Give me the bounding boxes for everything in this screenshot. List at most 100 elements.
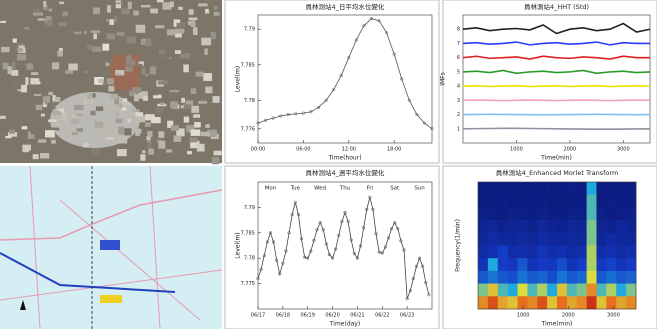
heat-cell [626, 246, 636, 259]
heat-cell [518, 271, 528, 284]
building [170, 101, 178, 108]
heat-cell [606, 296, 616, 309]
building [106, 137, 114, 140]
building [114, 16, 117, 23]
heat-cell [508, 233, 518, 246]
heat-cell [537, 296, 547, 309]
heat-cell [606, 271, 616, 284]
building [74, 32, 81, 35]
heat-cell [587, 246, 597, 259]
heat-cell [498, 284, 508, 297]
heat-cell [616, 258, 626, 271]
building [116, 0, 121, 8]
legend-label: Tue [290, 186, 301, 192]
heat-cell [597, 195, 607, 208]
building [205, 11, 209, 13]
heat-cell [488, 258, 498, 271]
heat-cell [518, 296, 528, 309]
heat-cell [606, 195, 616, 208]
building [159, 50, 166, 55]
dashboard: 員林測站4_日平均水位變化Time(hour)Level(m)00:0006:0… [0, 0, 657, 329]
heat-cell [478, 233, 488, 246]
building [33, 8, 39, 12]
x-tick-label: 3000 [617, 147, 630, 153]
x-tick-label: 06/20 [325, 313, 339, 319]
heat-cell [606, 246, 616, 259]
heat-cell [567, 220, 577, 233]
heat-cell [567, 195, 577, 208]
heat-cell [616, 220, 626, 233]
heat-cell [597, 220, 607, 233]
building [11, 70, 18, 76]
x-tick-label: 06/17 [251, 313, 265, 319]
heat-cell [488, 284, 498, 297]
heat-cell [527, 258, 537, 271]
building [128, 2, 132, 9]
x-tick-label: 06/19 [301, 313, 315, 319]
building [152, 117, 161, 123]
heat-cell [626, 195, 636, 208]
building [118, 127, 124, 135]
building [141, 5, 151, 8]
building [57, 51, 63, 56]
heat-cell [577, 195, 587, 208]
heat-cell [557, 233, 567, 246]
heat-cell [557, 207, 567, 220]
imf-line [463, 86, 650, 87]
building [191, 88, 196, 94]
building [184, 117, 189, 123]
heat-cell [508, 296, 518, 309]
building [214, 12, 220, 16]
building [135, 128, 140, 135]
heat-cell [518, 233, 528, 246]
heat-cell [527, 246, 537, 259]
building [143, 96, 148, 101]
building [197, 144, 205, 152]
field [110, 55, 140, 90]
building [40, 153, 49, 158]
heat-cell [488, 207, 498, 220]
heat-cell [626, 182, 636, 195]
heat-cell [587, 220, 597, 233]
building [83, 71, 88, 74]
building [27, 63, 33, 70]
building [87, 45, 93, 50]
heat-cell [616, 195, 626, 208]
imf-line [463, 128, 650, 129]
building [107, 5, 111, 13]
heat-cell [547, 233, 557, 246]
heat-cell [527, 207, 537, 220]
building [136, 64, 142, 67]
building [121, 8, 129, 14]
heat-cell [597, 207, 607, 220]
heat-cell [587, 233, 597, 246]
heat-cell [537, 258, 547, 271]
heat-cell [518, 207, 528, 220]
x-tick-label: 3000 [607, 313, 620, 319]
marker [100, 240, 120, 250]
building [194, 122, 201, 128]
x-tick-label: 06/23 [400, 313, 414, 319]
heat-cell [488, 296, 498, 309]
building [101, 128, 109, 133]
heat-cell [567, 258, 577, 271]
heat-cell [537, 195, 547, 208]
x-axis-label: Time(day) [329, 321, 360, 328]
y-tick-label: 7.78 [244, 256, 255, 262]
heat-cell [478, 271, 488, 284]
building [205, 87, 212, 94]
heat-cell [577, 220, 587, 233]
building [127, 119, 131, 123]
heat-cell [557, 182, 567, 195]
building [145, 122, 151, 126]
building [17, 48, 23, 52]
heat-cell [626, 284, 636, 297]
x-tick-label: 00:00 [251, 147, 265, 153]
heat-cell [488, 220, 498, 233]
heat-cell [547, 284, 557, 297]
heat-cell [606, 258, 616, 271]
chart-title: 員林測站4_HHT (Std) [524, 2, 589, 11]
heat-cell [557, 246, 567, 259]
x-tick-label: 06/22 [375, 313, 389, 319]
map [0, 166, 222, 329]
